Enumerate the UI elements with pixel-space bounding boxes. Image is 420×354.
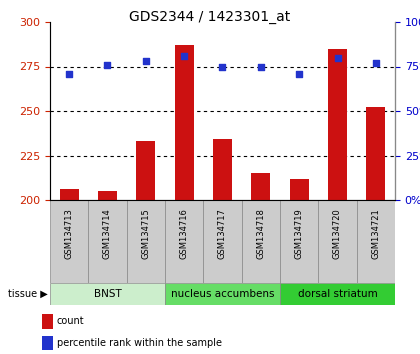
Point bbox=[181, 53, 187, 59]
Bar bbox=[60, 189, 79, 200]
Bar bbox=[280, 283, 395, 305]
Text: dorsal striatum: dorsal striatum bbox=[298, 289, 378, 299]
Text: GSM134717: GSM134717 bbox=[218, 208, 227, 259]
Bar bbox=[280, 200, 318, 283]
Text: GSM134714: GSM134714 bbox=[103, 208, 112, 259]
Text: GDS2344 / 1423301_at: GDS2344 / 1423301_at bbox=[129, 10, 291, 24]
Text: count: count bbox=[57, 316, 84, 326]
Point bbox=[142, 58, 149, 64]
Bar bbox=[50, 283, 165, 305]
Text: GSM134721: GSM134721 bbox=[371, 208, 381, 259]
Text: GSM134719: GSM134719 bbox=[295, 208, 304, 259]
Text: GSM134718: GSM134718 bbox=[256, 208, 265, 259]
Point bbox=[257, 64, 264, 69]
Point bbox=[373, 60, 379, 66]
Bar bbox=[42, 314, 52, 329]
Bar bbox=[50, 200, 88, 283]
Text: GSM134716: GSM134716 bbox=[180, 208, 189, 259]
Bar bbox=[289, 179, 309, 200]
Bar bbox=[136, 141, 155, 200]
Text: GSM134713: GSM134713 bbox=[65, 208, 73, 259]
Bar bbox=[165, 200, 203, 283]
Text: percentile rank within the sample: percentile rank within the sample bbox=[57, 338, 222, 348]
Bar bbox=[175, 45, 194, 200]
Text: tissue ▶: tissue ▶ bbox=[8, 289, 48, 299]
Bar bbox=[213, 139, 232, 200]
Bar bbox=[366, 108, 386, 200]
Bar bbox=[127, 200, 165, 283]
Bar bbox=[88, 200, 127, 283]
Bar bbox=[318, 200, 357, 283]
Point bbox=[219, 64, 226, 69]
Bar bbox=[98, 191, 117, 200]
Bar bbox=[357, 200, 395, 283]
Bar bbox=[42, 336, 52, 350]
Text: BNST: BNST bbox=[94, 289, 121, 299]
Text: GSM134715: GSM134715 bbox=[142, 208, 150, 259]
Point bbox=[296, 71, 302, 76]
Bar bbox=[328, 49, 347, 200]
Bar bbox=[165, 283, 280, 305]
Bar bbox=[241, 200, 280, 283]
Point bbox=[334, 55, 341, 61]
Point bbox=[66, 71, 73, 76]
Text: GSM134720: GSM134720 bbox=[333, 208, 342, 259]
Point bbox=[104, 62, 111, 68]
Bar bbox=[251, 173, 270, 200]
Text: nucleus accumbens: nucleus accumbens bbox=[171, 289, 274, 299]
Bar bbox=[203, 200, 242, 283]
